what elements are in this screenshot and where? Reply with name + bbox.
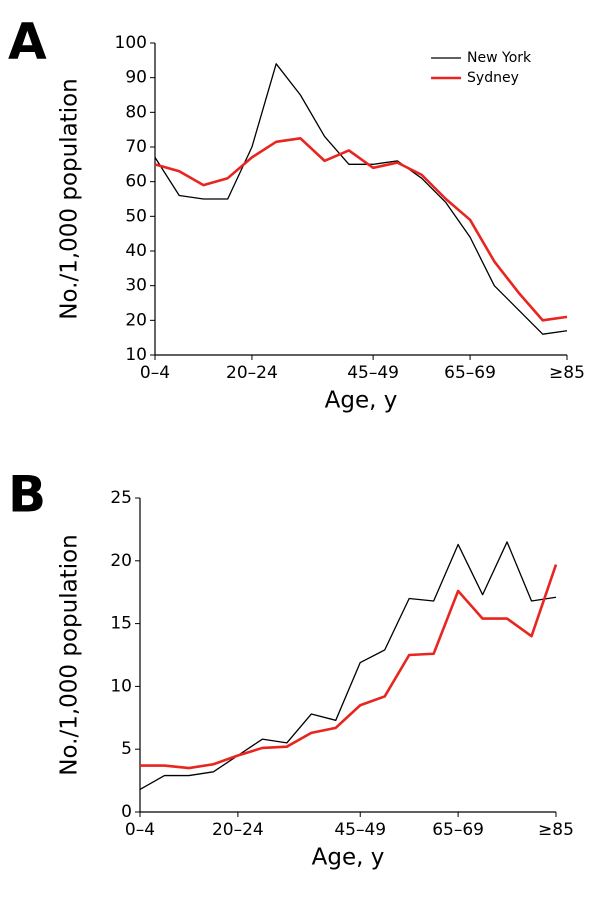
y-tick-label: 20	[110, 551, 132, 571]
x-tick-label: 45–49	[347, 363, 399, 383]
panel-label: B	[8, 466, 46, 524]
y-tick-label: 25	[110, 488, 132, 508]
x-tick-label: 65–69	[432, 820, 484, 840]
y-tick-label: 60	[125, 172, 147, 192]
y-axis-label: No./1,000 population	[57, 78, 83, 319]
y-axis-label: No./1,000 population	[57, 534, 83, 775]
y-tick-label: 100	[115, 33, 147, 53]
x-tick-label: 0–4	[125, 820, 155, 840]
x-tick-label: 20–24	[226, 363, 278, 383]
series-line	[140, 564, 558, 770]
y-tick-label: 15	[110, 614, 132, 634]
series-line	[154, 63, 568, 335]
legend-label: New York	[467, 50, 532, 66]
y-tick-label: 50	[125, 206, 147, 226]
y-tick-label: 10	[125, 345, 147, 365]
x-axis-label: Age, y	[312, 845, 385, 871]
y-tick-label: 90	[125, 68, 147, 88]
y-tick-label: 30	[125, 276, 147, 296]
legend-label: Sydney	[467, 70, 519, 86]
series-line	[139, 541, 557, 790]
x-axis-label: Age, y	[325, 388, 398, 414]
y-tick-label: 20	[125, 310, 147, 330]
x-tick-label: 20–24	[212, 820, 264, 840]
x-tick-label: ≥85	[549, 363, 585, 383]
y-tick-label: 0	[121, 802, 132, 822]
y-tick-label: 40	[125, 241, 147, 261]
y-tick-label: 80	[125, 102, 147, 122]
x-tick-label: 45–49	[334, 820, 386, 840]
y-tick-label: 5	[121, 739, 132, 759]
x-tick-label: ≥85	[538, 820, 574, 840]
y-tick-label: 70	[125, 137, 147, 157]
x-tick-label: 65–69	[444, 363, 496, 383]
x-tick-label: 0–4	[140, 363, 170, 383]
y-tick-label: 10	[110, 676, 132, 696]
panel-label: A	[8, 13, 47, 71]
series-line	[154, 137, 568, 322]
